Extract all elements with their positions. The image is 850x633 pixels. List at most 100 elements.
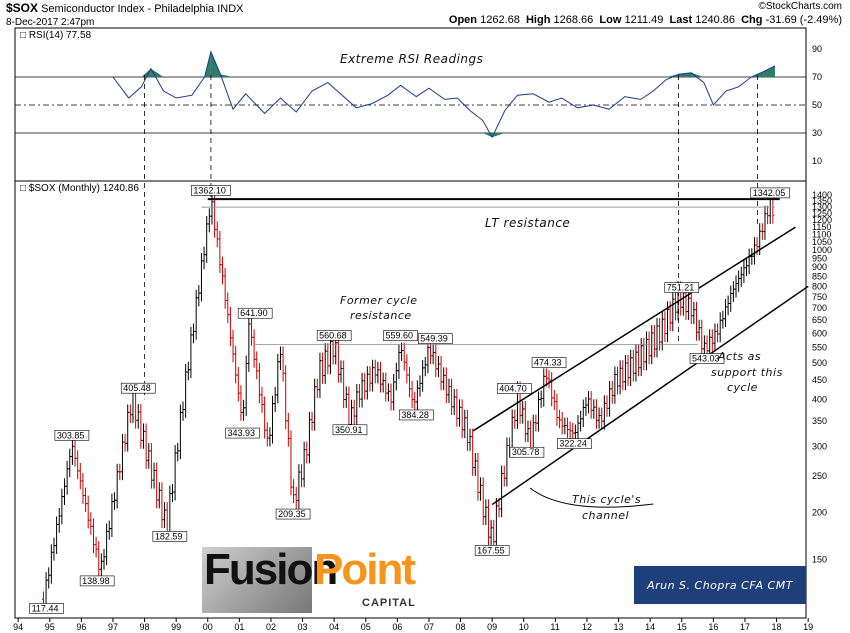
price-callout-label: 1362.10 xyxy=(193,185,226,195)
price-callout-label: 322.24 xyxy=(559,439,587,449)
price-tick-label: 150 xyxy=(812,554,827,564)
price-tick-label: 450 xyxy=(812,375,827,385)
price-tick-label: 1400 xyxy=(812,190,832,200)
x-tick-label: 12 xyxy=(582,622,592,632)
price-tick-label: 550 xyxy=(812,342,827,352)
price-callout-label: 305.78 xyxy=(512,447,540,457)
x-tick-label: 05 xyxy=(361,622,371,632)
support-label-3: cycle xyxy=(727,381,758,394)
x-tick-label: 13 xyxy=(614,622,624,632)
price-callout-box xyxy=(29,603,64,614)
logo-point-text: Point xyxy=(314,545,416,594)
price-callout-label: 1342.05 xyxy=(753,188,786,198)
price-tick-label: 850 xyxy=(812,271,827,281)
x-tick-label: 98 xyxy=(140,622,150,632)
price-tick-label: 200 xyxy=(812,508,827,518)
price-callout-box xyxy=(237,307,273,319)
x-tick-label: 94 xyxy=(13,622,23,632)
price-callout-label: 559.60 xyxy=(386,331,414,341)
chg-label: Chg xyxy=(741,14,763,26)
price-tick-label: 900 xyxy=(812,262,827,272)
rsi-line xyxy=(112,50,776,139)
price-callout-box xyxy=(750,187,791,199)
channel-label-2: channel xyxy=(582,509,630,522)
logo-square xyxy=(202,547,312,613)
price-callout-box xyxy=(399,409,434,421)
x-tick-label: 06 xyxy=(392,622,402,632)
price-callout-box xyxy=(509,446,545,458)
price-callout-box xyxy=(383,330,418,341)
rsi-overbought-fill xyxy=(665,74,679,77)
x-tick-label: 00 xyxy=(203,622,213,632)
price-tick-label: 1350 xyxy=(812,196,832,206)
open-label: Open xyxy=(448,14,478,26)
index-name: Semiconductor Index - Philadelphia xyxy=(41,3,215,15)
price-callout-box xyxy=(54,429,90,441)
x-tick-label: 14 xyxy=(645,622,655,632)
price-callout-box xyxy=(79,575,115,587)
price-tick-label: 700 xyxy=(812,303,827,313)
price-tick-label: 800 xyxy=(812,281,827,291)
rsi-tick-label: 10 xyxy=(812,156,822,166)
rsi-tick-label: 90 xyxy=(812,44,822,54)
price-callout-label: 641.90 xyxy=(240,308,268,318)
price-tick-label: 650 xyxy=(812,315,827,325)
low-label: Low xyxy=(599,14,622,26)
price-tick-label: 1000 xyxy=(812,245,832,255)
chg-value: -31.69 (-2.49%) xyxy=(765,14,842,26)
price-callout-box xyxy=(152,531,188,542)
price-callout-box xyxy=(275,508,311,520)
support-label-2: support this xyxy=(711,366,783,379)
price-tick-label: 500 xyxy=(812,358,827,368)
channel-lower-line xyxy=(491,285,809,506)
rsi-panel xyxy=(14,27,807,182)
price-callout-box xyxy=(664,282,700,293)
channel-arrow xyxy=(529,487,654,508)
x-tick-label: 02 xyxy=(266,622,276,632)
former-cycle-label-1: Former cycle xyxy=(340,294,418,307)
price-tick-label: 400 xyxy=(812,394,827,404)
rsi-overbought-fill xyxy=(141,68,151,77)
price-tick-label: 950 xyxy=(812,253,827,263)
price-tick-label: 750 xyxy=(812,292,827,302)
quote-bar: Open 1262.68 High 1268.66 Low 1211.49 La… xyxy=(449,14,842,26)
chart-date: 8-Dec-2017 2:47pm xyxy=(6,17,95,28)
price-callout-box xyxy=(316,330,352,341)
author-badge: Arun S. Chopra CFA CMT xyxy=(634,566,806,604)
x-tick-label: 97 xyxy=(108,622,118,632)
price-callout-box xyxy=(120,382,156,394)
rsi-panel-label: □ RSI(14) 77.58 xyxy=(20,30,92,41)
x-tick-label: 01 xyxy=(234,622,244,632)
price-tick-label: 250 xyxy=(812,471,827,481)
symbol: $SOX xyxy=(6,1,39,15)
logo-capital-text: CAPITAL xyxy=(362,597,416,609)
price-tick-label: 600 xyxy=(812,328,827,338)
rsi-oversold-fill xyxy=(492,133,505,138)
x-tick-label: 07 xyxy=(424,622,434,632)
price-callout-box xyxy=(332,424,368,436)
price-callout-label: 209.35 xyxy=(278,509,306,519)
fusionpoint-logo: Fusion Point CAPITAL xyxy=(202,545,416,615)
channel-upper-line xyxy=(472,226,796,432)
x-tick-label: 04 xyxy=(329,622,339,632)
x-tick-label: 10 xyxy=(519,622,529,632)
price-panel-label: □ $SOX (Monthly) 1240.86 xyxy=(20,183,139,194)
price-panel xyxy=(14,180,807,619)
last-label: Last xyxy=(669,14,693,26)
price-tick-label: 350 xyxy=(812,416,827,426)
lt-resistance-label: LT resistance xyxy=(485,216,571,230)
x-tick-label: 16 xyxy=(708,622,718,632)
x-tick-label: 99 xyxy=(171,622,181,632)
exchange: INDX xyxy=(217,3,244,15)
price-callout-label: 167.55 xyxy=(477,545,505,555)
price-label-text: $SOX (Monthly) 1240.86 xyxy=(28,183,139,194)
price-callout-label: 751.21 xyxy=(667,283,695,293)
price-callout-label: 182.59 xyxy=(155,531,183,541)
source-credit: ©StockCharts.com xyxy=(758,1,842,12)
price-callout-label: 303.85 xyxy=(57,430,85,440)
price-callout-label: 117.44 xyxy=(32,603,59,613)
x-tick-label: 18 xyxy=(772,622,782,632)
x-tick-label: 03 xyxy=(298,622,308,632)
price-callout-label: 138.98 xyxy=(82,576,110,586)
